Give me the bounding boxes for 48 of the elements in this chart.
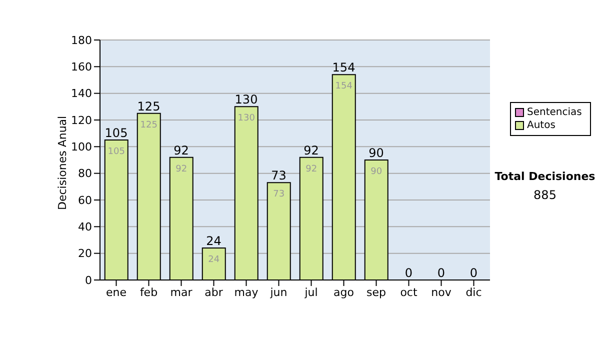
y-tick-label: 80	[78, 167, 92, 180]
text: 885	[532, 188, 558, 202]
x-tick-label: jun	[269, 286, 288, 299]
x-tick-label: abr	[204, 286, 224, 299]
total-label: 0	[437, 266, 446, 280]
legend-label: Sentencias	[527, 106, 582, 119]
y-tick-label: 140	[71, 87, 92, 100]
data-label: 24	[208, 255, 220, 265]
y-tick-label: 160	[71, 60, 92, 74]
y-tick-label: 120	[71, 114, 92, 127]
x-tick-label: oct	[400, 286, 418, 299]
data-label: 92	[176, 164, 188, 174]
total-label: 125	[137, 99, 160, 114]
x-tick-label: dic	[466, 286, 482, 299]
data-label: 154	[335, 82, 353, 92]
total-label: 92	[174, 143, 189, 158]
y-tick-label: 0	[85, 274, 92, 287]
data-label: 125	[140, 120, 158, 130]
x-tick-label: may	[234, 286, 259, 299]
y-axis-title: Decisiones Anual	[56, 116, 69, 210]
text: Total Decisiones	[494, 170, 596, 183]
x-tick-label: nov	[431, 286, 452, 299]
total-label: 154	[332, 60, 356, 75]
data-label: 130	[238, 114, 256, 124]
y-tick-label: 20	[78, 247, 92, 260]
x-tick-label: ago	[334, 286, 354, 299]
total-label: 90	[368, 146, 384, 160]
data-label: 105	[108, 147, 125, 157]
data-label: 90	[370, 167, 382, 177]
data-label: 92	[306, 164, 318, 174]
legend-label: Autos	[527, 119, 556, 132]
x-tick-label: sep	[366, 286, 386, 299]
y-tick-label: 100	[71, 140, 92, 154]
x-tick-label: jul	[304, 286, 318, 299]
total-label: 0	[470, 266, 478, 280]
data-label: 73	[273, 190, 285, 200]
total-label: 24	[206, 234, 222, 248]
y-tick-label: 60	[78, 194, 92, 207]
total-label: 130	[234, 92, 258, 107]
x-tick-label: mar	[170, 286, 193, 299]
total-label: 0	[404, 266, 413, 280]
x-tick-label: ene	[106, 286, 127, 299]
x-tick-label: feb	[140, 286, 158, 299]
y-tick-label: 40	[78, 220, 92, 234]
total-label: 92	[304, 143, 319, 158]
total-label: 105	[104, 126, 128, 140]
y-tick-label: 180	[71, 34, 92, 47]
total-label: 73	[271, 168, 286, 183]
